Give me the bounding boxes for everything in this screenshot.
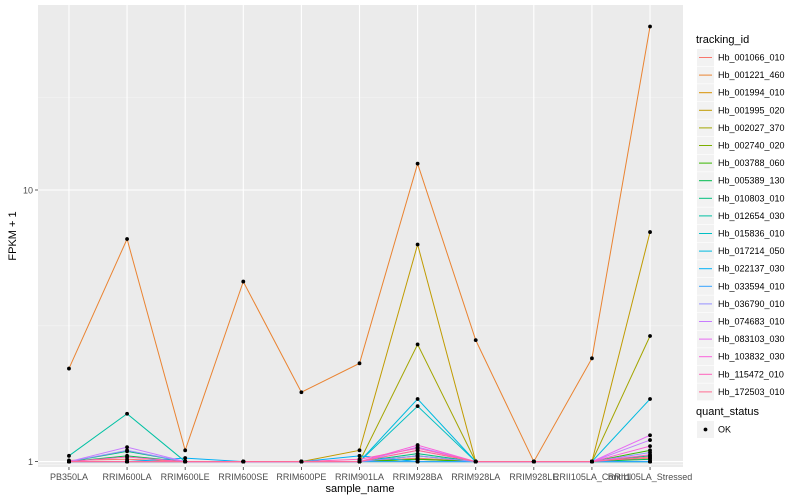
data-point	[648, 230, 652, 234]
legend-label: Hb_083103_030	[718, 334, 785, 344]
plot-panel	[38, 5, 683, 467]
data-point	[531, 459, 536, 464]
y-tick-label: 1	[28, 457, 33, 467]
data-point	[241, 279, 246, 284]
legend-status-point	[703, 427, 708, 432]
x-tick-label: RRIM928LA	[451, 472, 500, 482]
x-tick-label: RRIM928LE	[509, 472, 558, 482]
legend-label: Hb_074683_010	[718, 317, 785, 327]
data-point	[299, 390, 304, 395]
legend-label: Hb_015836_010	[718, 229, 785, 239]
legend-label: Hb_001994_010	[718, 88, 785, 98]
data-point	[357, 448, 362, 453]
x-tick-label: RRII105LA_Stressed	[608, 472, 693, 482]
data-point	[648, 24, 652, 29]
x-tick-label: RRIM901LA	[335, 472, 384, 482]
legend-label: Hb_002027_370	[718, 123, 785, 133]
data-point	[473, 459, 478, 464]
x-tick-label: RRII105LA_Control	[553, 472, 631, 482]
data-point	[473, 338, 478, 343]
x-tick-label: RRIM600PE	[276, 472, 326, 482]
legend-label: Hb_036790_010	[718, 299, 785, 309]
legend-label: Hb_103832_030	[718, 352, 785, 362]
data-point	[357, 459, 362, 464]
data-point	[590, 459, 594, 464]
data-point	[415, 242, 420, 247]
x-axis-label: sample_name	[325, 483, 394, 495]
legend-label: Hb_001066_010	[718, 53, 785, 63]
legend-label: Hb_002740_020	[718, 141, 785, 151]
legend-label: Hb_022137_030	[718, 264, 785, 274]
grid-lines	[38, 5, 683, 467]
x-tick-label: RRIM600SE	[218, 472, 268, 482]
data-point	[648, 455, 652, 459]
data-point	[125, 455, 129, 459]
data-point	[648, 444, 652, 449]
data-point	[125, 459, 129, 464]
data-point	[67, 459, 71, 464]
data-point	[415, 448, 420, 453]
data-point	[648, 334, 652, 338]
data-point	[125, 448, 129, 453]
data-point	[299, 459, 304, 464]
data-point	[415, 404, 420, 409]
data-point	[357, 453, 362, 458]
legend-label: Hb_010803_010	[718, 193, 785, 203]
data-point	[415, 443, 420, 447]
legend: tracking_id quant_status Hb_001066_010 Hb…	[696, 34, 785, 438]
data-point	[183, 448, 188, 453]
data-point	[415, 342, 420, 347]
legend-label: Hb_001221_460	[718, 70, 785, 80]
y-axis-ticks: 1 10	[23, 186, 38, 467]
data-point	[183, 459, 188, 464]
data-point	[357, 361, 362, 366]
data-point	[125, 445, 129, 450]
data-point	[415, 453, 420, 458]
y-tick-label: 10	[23, 186, 33, 196]
data-point	[241, 459, 246, 464]
data-point	[415, 161, 420, 166]
data-points	[67, 24, 652, 464]
legend-label: Hb_003788_060	[718, 158, 785, 168]
legend-status-label: OK	[718, 425, 731, 435]
legend-label: Hb_115472_010	[718, 369, 784, 379]
x-tick-label: RRIM928BA	[393, 472, 443, 482]
legend-label: Hb_033594_010	[718, 281, 785, 291]
legend-label: Hb_012654_030	[718, 211, 785, 221]
data-point	[415, 459, 420, 464]
legend-label: Hb_172503_010	[718, 387, 785, 397]
x-axis-ticks: PB350LA RRIM600LA RRIM600LE RRIM600SE RRIM60…	[50, 467, 692, 482]
data-point	[183, 456, 188, 460]
legend-label: Hb_005389_130	[718, 176, 785, 186]
data-point	[125, 237, 129, 241]
x-tick-label: RRIM600LE	[161, 472, 210, 482]
data-point	[67, 453, 71, 458]
data-point	[125, 411, 129, 416]
y-axis-label: FPKM + 1	[7, 211, 19, 260]
legend-title-quant-status: quant_status	[696, 406, 759, 418]
data-point	[648, 438, 652, 442]
legend-label: Hb_017214_050	[718, 246, 785, 256]
data-point	[590, 356, 594, 361]
data-point	[648, 433, 652, 438]
x-tick-label: PB350LA	[50, 472, 88, 482]
data-point	[648, 459, 652, 464]
legend-title-tracking-id: tracking_id	[696, 34, 749, 46]
data-point	[415, 397, 420, 401]
x-tick-label: RRIM600LA	[103, 472, 152, 482]
data-point	[648, 397, 652, 401]
legend-label: Hb_001995_020	[718, 105, 785, 115]
data-point	[67, 366, 71, 371]
